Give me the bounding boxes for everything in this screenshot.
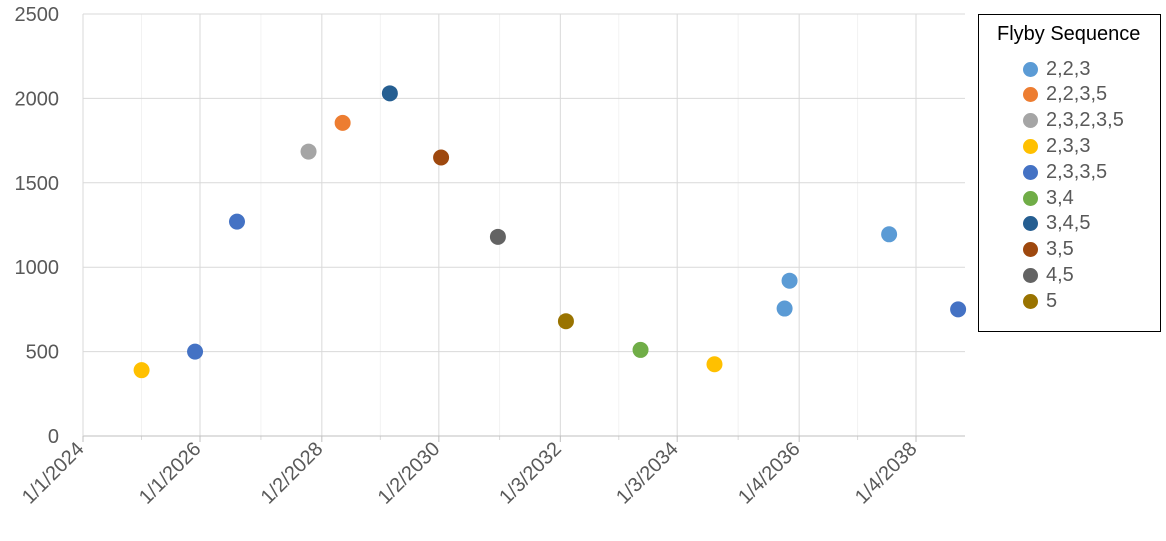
legend: Flyby Sequence 2,2,3 2,2,3,5 2,3,2,3,5 2,3,… [978,14,1161,332]
legend-label: 2,3,3 [1046,134,1091,157]
legend-label: 2,2,3 [1046,57,1091,80]
legend-item: 3,5 [1023,237,1074,263]
legend-item: 2,3,2,3,5 [1023,108,1124,134]
legend-label: 3,5 [1046,238,1074,261]
data-point [881,226,898,243]
data-point [632,341,649,358]
x-tick-label: 1/4/2036 [734,438,805,509]
legend-marker [1023,293,1038,309]
legend-marker [1023,87,1038,103]
y-tick-label: 2500 [15,4,60,26]
legend-label: 4,5 [1046,263,1074,286]
data-point [950,301,967,318]
y-tick-label: 2000 [15,88,60,110]
y-tick-label: 0 [48,426,59,448]
data-point [433,149,450,166]
axes [82,14,965,442]
legend-item: 5 [1023,288,1057,314]
legend-marker [1023,138,1038,154]
legend-label: 3,4 [1046,186,1074,209]
legend-label: 5 [1046,289,1058,312]
y-tick-label: 1500 [15,173,60,195]
legend-label: 3,4,5 [1046,212,1091,235]
y-tick-label: 1000 [15,257,60,279]
x-tick-label: 1/2/2028 [257,438,328,509]
data-point [781,272,798,289]
legend-item: 2,3,3 [1023,133,1090,159]
legend-item: 3,4 [1023,185,1074,211]
x-tick-label: 1/3/2032 [495,438,566,509]
data-point [489,228,506,245]
legend-item: 2,2,3 [1023,56,1090,82]
data-point [228,213,245,230]
legend-label: 2,3,2,3,5 [1046,109,1124,132]
x-tick-label: 1/4/2038 [851,438,922,509]
legend-label: 2,3,3,5 [1046,160,1108,183]
data-point [300,143,317,160]
minor-gridlines [141,14,859,436]
legend-marker [1023,242,1038,258]
legend-marker [1023,164,1038,180]
legend-item: 4,5 [1023,262,1074,288]
legend-item: 2,3,3,5 [1023,159,1107,185]
y-tick-labels: 0 500 1000 1500 2000 2500 [15,4,60,448]
legend-label: 2,2,3,5 [1046,83,1108,106]
x-tick-label: 1/3/2034 [612,438,683,509]
data-point [133,362,150,379]
data-points [133,85,967,379]
legend-marker [1023,61,1038,77]
data-point [776,300,793,317]
x-tick-labels: 1/1/2024 1/1/2026 1/2/2028 1/2/2030 1/3/2032… [18,438,922,509]
legend-marker [1023,216,1038,232]
x-tick-label: 1/2/2030 [374,438,445,509]
legend-marker [1023,113,1038,129]
legend-item: 2,2,3,5 [1023,82,1107,108]
legend-marker [1023,267,1038,283]
data-point [334,114,351,131]
x-tick-label: 1/1/2026 [135,438,206,509]
data-point [381,85,398,102]
legend-title: Flyby Sequence [997,23,1141,45]
data-point [557,313,574,330]
x-tick-label: 1/1/2024 [18,438,89,509]
major-gridlines [83,13,965,436]
data-point [706,356,723,373]
legend-item: 3,4,5 [1023,211,1090,237]
legend-marker [1023,190,1038,206]
data-point [187,343,204,360]
y-tick-label: 500 [26,342,59,364]
